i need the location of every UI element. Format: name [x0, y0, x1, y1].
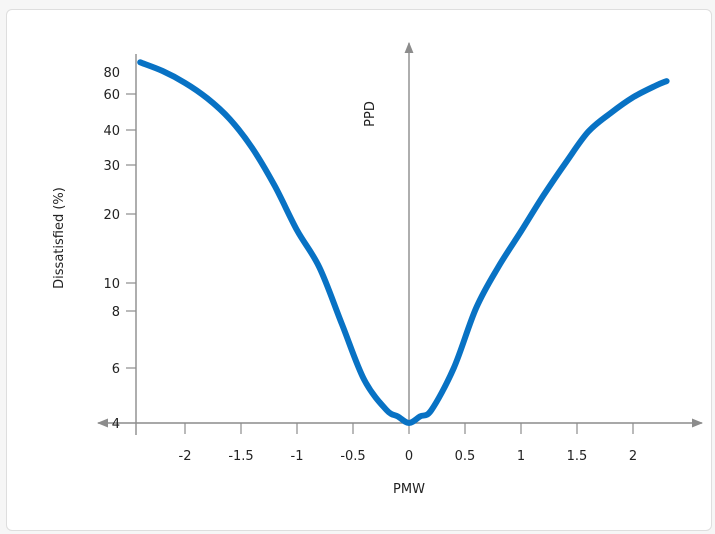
- x-tick-label: 0: [405, 449, 413, 464]
- y-tick-label: 20: [103, 208, 120, 223]
- chart-card: [6, 9, 712, 531]
- x-tick-label: -1.5: [228, 449, 253, 464]
- y-tick-label: 30: [103, 159, 120, 174]
- y-tick-label: 40: [103, 124, 120, 139]
- x-tick-label: 1: [517, 449, 525, 464]
- x-axis-title: PMW: [393, 482, 425, 497]
- y-tick-label: 60: [103, 88, 120, 103]
- y-axis-title: Dissatisfied (%): [52, 187, 67, 289]
- x-tick-label: -2: [179, 449, 192, 464]
- x-tick-label: -1: [291, 449, 304, 464]
- x-tick-label: 2: [629, 449, 637, 464]
- ppd-axis-label: PPD: [363, 101, 378, 127]
- x-tick-label: -0.5: [340, 449, 365, 464]
- x-tick-label: 0.5: [455, 449, 476, 464]
- y-tick-label: 8: [112, 305, 120, 320]
- y-tick-label: 6: [112, 362, 120, 377]
- y-tick-label: 10: [103, 277, 120, 292]
- y-tick-label: 4: [112, 417, 120, 432]
- x-tick-label: 1.5: [567, 449, 588, 464]
- y-tick-label: 80: [103, 66, 120, 81]
- ppd-curve: [137, 59, 670, 426]
